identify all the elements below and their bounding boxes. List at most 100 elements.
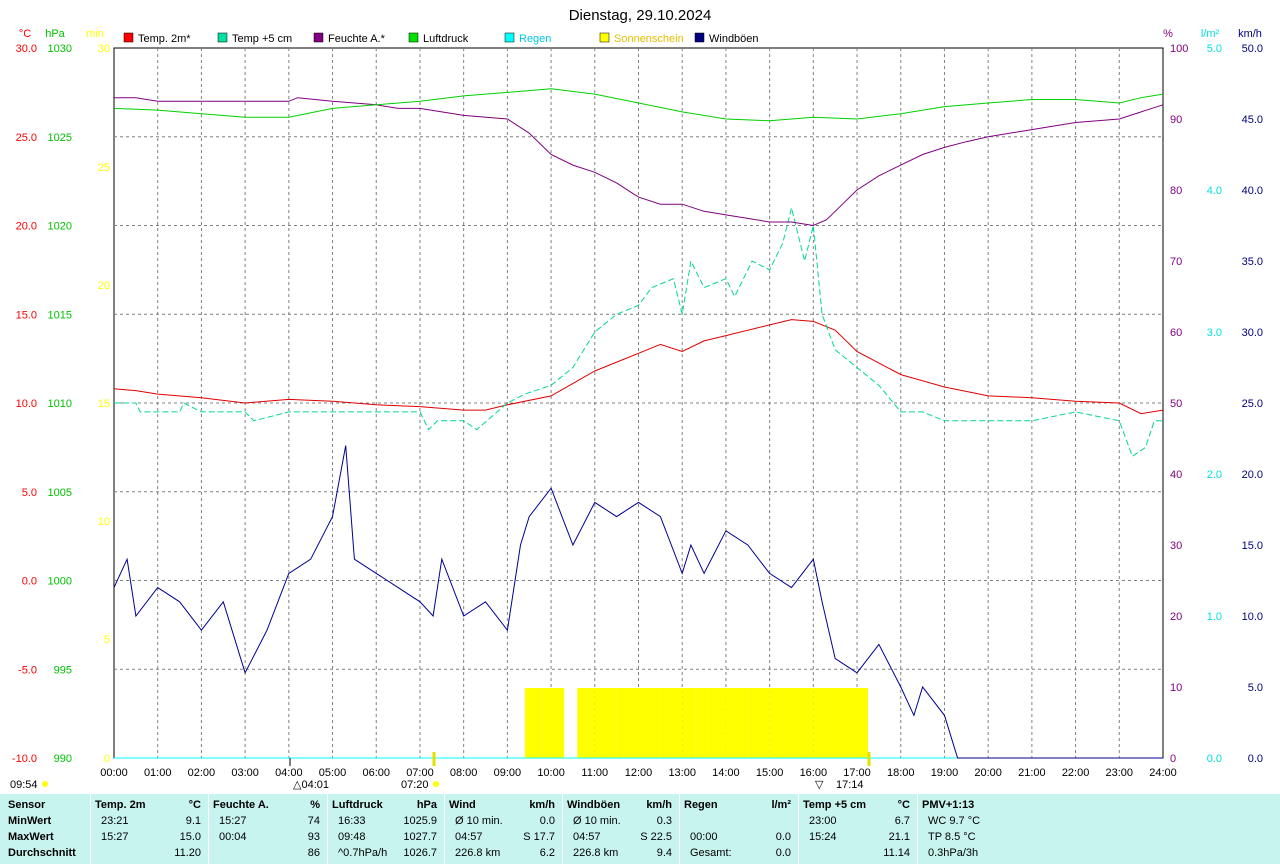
sunshine-bar (747, 688, 770, 758)
stats-column: Regen l/m² 00:00 0.0 Gesamt: 0.0 (679, 794, 799, 864)
stats-cell-value: 21.1 (888, 831, 910, 843)
tick-wind: 40.0 (1242, 185, 1263, 197)
axis-unit-humidity: % (1163, 28, 1173, 40)
tick-humidity: 90 (1170, 114, 1182, 126)
stats-cell-value: S 17.7 (523, 831, 555, 843)
stats-cell-time: 15:27 (219, 815, 247, 827)
stats-col-title: PMV+1:13 (922, 799, 975, 811)
stats-column: Wind km/h Ø 10 min. 0.0 04:57 S 17.7 226.8 km 6… (444, 794, 563, 864)
tick-temp: 15.0 (16, 309, 37, 321)
tick-time: 13:00 (668, 767, 696, 779)
sunshine-bar (660, 688, 683, 758)
stats-cell-value: S 22.5 (640, 831, 672, 843)
stats-cell-time: 00:00 (690, 831, 718, 843)
tick-time: 21:00 (1018, 767, 1046, 779)
tick-rain: 5.0 (1207, 43, 1222, 55)
stats-cell-value: 11.20 (174, 847, 201, 859)
legend-label: Regen (519, 33, 551, 45)
stats-column: Feuchte A.% 15:27 74 00:04 93 86 (208, 794, 328, 864)
tick-pressure: 1005 (48, 487, 72, 499)
tick-sunshine: 0 (104, 753, 110, 765)
tick-sunshine: 10 (98, 516, 110, 528)
tick-humidity: 40 (1170, 469, 1182, 481)
stats-cell-value: 9.4 (656, 847, 672, 859)
tick-humidity: 100 (1170, 43, 1188, 55)
stats-row-label: Sensor (8, 799, 46, 811)
stats-cell-time: 00:04 (219, 831, 247, 843)
stats-cell-time: 23:21 (101, 815, 129, 827)
tick-time: 22:00 (1062, 767, 1090, 779)
stats-col-unit: hPa (416, 799, 437, 811)
series-feuchte-a- (114, 97, 1164, 227)
legend-swatch (217, 32, 228, 43)
tick-humidity: 50 (1170, 398, 1182, 410)
axes: °C hPa min% l/m² km/h 30.0 25.0 20.0 15.0 10.0 5.0… (12, 28, 1263, 779)
tick-wind: 10.0 (1242, 611, 1263, 623)
sun-dot (42, 781, 48, 787)
sunrise-dot (433, 781, 439, 787)
series-temp-2m- (113, 319, 1164, 415)
stats-cell-value: 6.2 (539, 847, 555, 859)
tick-pressure: 995 (54, 664, 72, 676)
sunshine-bar (708, 688, 726, 758)
stats-cell-time: 0.3hPa/3h (928, 847, 979, 859)
legend-swatch (504, 32, 515, 43)
stats-col-unit: °C (897, 799, 910, 811)
sunshine-bar (826, 688, 868, 758)
tick-time: 17:00 (843, 767, 871, 779)
tick-sunshine: 5 (104, 634, 110, 646)
legend-label: Windböen (709, 33, 759, 45)
legend-label: Sonnenschein (614, 33, 684, 45)
tick-pressure: 1010 (48, 398, 72, 410)
tick-time: 03:00 (231, 767, 259, 779)
legend-swatch (694, 32, 705, 43)
tick-wind: 15.0 (1242, 540, 1263, 552)
legend-label: Temp. 2m* (138, 33, 191, 45)
sunshine-bars (524, 688, 868, 758)
series-luftdruck (113, 88, 1164, 122)
marker-time-left: 09:54 (10, 779, 38, 791)
sunshine-bar (725, 688, 748, 758)
stats-col-unit: l/m² (771, 799, 791, 811)
stats-cell-time: Gesamt: (690, 847, 732, 859)
stats-row-label: MaxWert (8, 831, 54, 843)
legend-label: Temp +5 cm (232, 33, 292, 45)
stats-cell-value: 1027.7 (403, 831, 437, 843)
stats-col-unit: km/h (529, 799, 555, 811)
tick-sunshine: 25 (98, 162, 110, 174)
legend-swatch (408, 32, 419, 43)
stats-col-unit: km/h (646, 799, 672, 811)
tick-time: 04:00 (275, 767, 303, 779)
stats-col-title: Windböen (567, 799, 621, 811)
stats-cell-value: 1026.7 (403, 847, 437, 859)
stats-cell-time: WC 9.7 °C (928, 815, 981, 827)
tick-time: 06:00 (362, 767, 390, 779)
tick-pressure: 1000 (48, 576, 72, 588)
stats-cell-time: 09:48 (338, 831, 366, 843)
tick-time: 15:00 (756, 767, 784, 779)
stats-cell-value: 0.0 (775, 847, 791, 859)
legend-label: Feuchte A.* (328, 33, 386, 45)
stats-col-title: Feuchte A. (213, 799, 269, 811)
tick-rain: 2.0 (1207, 469, 1222, 481)
tick-pressure: 1025 (48, 132, 72, 144)
legend: Temp. 2m* Temp +5 cm Feuchte A.* Luftdruck R… (123, 32, 759, 45)
sunshine-bar (638, 688, 661, 758)
tick-humidity: 20 (1170, 611, 1182, 623)
stats-col-unit: °C (188, 799, 201, 811)
tick-time: 12:00 (625, 767, 653, 779)
marker-sunrise: 07:20 (401, 779, 429, 791)
tick-temp: 30.0 (16, 43, 37, 55)
tick-temp: 25.0 (16, 132, 37, 144)
tick-pressure: 990 (54, 753, 72, 765)
tick-humidity: 60 (1170, 327, 1182, 339)
tick-temp: 5.0 (22, 487, 37, 499)
axis-unit-wind: km/h (1238, 28, 1262, 40)
stats-cell-value: 0.0 (775, 831, 791, 843)
tick-wind: 30.0 (1242, 327, 1263, 339)
stats-column: Windböen km/h Ø 10 min. 0.3 04:57 S 22.5 226.8… (562, 794, 680, 864)
tick-temp: 20.0 (16, 221, 37, 233)
tick-time: 16:00 (800, 767, 828, 779)
tick-time: 00:00 (100, 767, 128, 779)
stats-cell-value: 1025.9 (403, 815, 437, 827)
